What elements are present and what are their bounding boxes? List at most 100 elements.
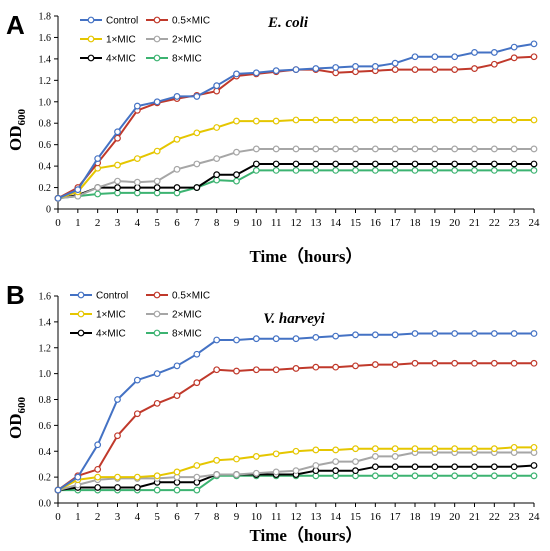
- data-point: [252, 160, 260, 168]
- data-point: [530, 160, 538, 168]
- legend-label: 2×MIC: [172, 35, 202, 46]
- data-point: [530, 166, 538, 174]
- x-tick-label: 10: [251, 217, 263, 229]
- data-point: [471, 330, 478, 337]
- x-tick-label: 20: [449, 511, 461, 523]
- data-point: [371, 453, 379, 460]
- y-tick-label: 1.4: [39, 317, 52, 328]
- data-point: [431, 445, 439, 453]
- legend-swatch-marker: [87, 54, 95, 62]
- y-tick-label: 0.2: [39, 473, 52, 484]
- data-point: [74, 473, 82, 481]
- data-point: [213, 124, 221, 131]
- data-point: [391, 145, 399, 153]
- data-point: [332, 160, 340, 168]
- x-tick-label: 17: [390, 217, 402, 229]
- data-point: [133, 102, 141, 110]
- data-point: [371, 361, 379, 368]
- panel-label: A: [6, 10, 25, 40]
- data-point: [490, 60, 498, 68]
- data-point: [133, 473, 141, 481]
- data-point: [114, 134, 121, 142]
- legend-label: 0.5×MIC: [172, 16, 210, 27]
- x-tick-label: 4: [135, 217, 141, 229]
- data-point: [490, 145, 498, 153]
- data-point: [332, 332, 340, 340]
- legend-swatch-marker: [87, 16, 95, 24]
- data-point: [431, 160, 439, 168]
- data-point: [233, 117, 240, 125]
- data-point: [510, 43, 518, 51]
- data-point: [510, 160, 518, 168]
- data-point: [431, 472, 439, 480]
- data-point: [153, 184, 161, 191]
- data-point: [193, 160, 201, 168]
- data-point: [352, 145, 359, 153]
- data-point: [391, 463, 399, 471]
- legend: Control 0.5×MIC 1×MIC 2×MIC 4×MIC 8×MIC: [70, 291, 210, 340]
- data-point: [292, 160, 300, 168]
- data-point: [153, 486, 161, 494]
- x-tick-label: 11: [271, 511, 282, 523]
- x-tick-label: 18: [410, 511, 422, 523]
- data-point: [391, 116, 399, 124]
- x-tick-label: 0: [55, 217, 61, 229]
- legend-swatch-marker: [153, 329, 161, 337]
- data-point: [193, 129, 201, 137]
- x-tick-label: 23: [509, 511, 521, 523]
- legend-swatch-marker: [77, 310, 85, 318]
- x-tick-label: 2: [95, 511, 101, 523]
- x-tick-label: 16: [370, 217, 382, 229]
- legend-label: 4×MIC: [106, 54, 136, 65]
- data-point: [352, 362, 359, 370]
- data-point: [530, 462, 538, 469]
- x-tick-label: 20: [449, 217, 461, 229]
- y-tick-label: 0: [46, 205, 51, 216]
- data-point: [272, 117, 280, 125]
- data-point: [530, 472, 538, 480]
- data-point: [233, 455, 240, 463]
- data-point: [114, 177, 121, 185]
- data-point: [471, 65, 478, 72]
- data-point: [451, 66, 459, 74]
- data-point: [312, 446, 320, 454]
- data-point: [94, 441, 102, 449]
- legend-swatch-marker: [77, 291, 85, 299]
- data-point: [431, 330, 439, 337]
- x-tick-label: 8: [214, 217, 220, 229]
- data-point: [252, 117, 260, 125]
- data-point: [233, 471, 240, 478]
- x-tick-label: 21: [469, 511, 480, 523]
- data-point: [252, 166, 260, 174]
- x-tick-label: 15: [350, 217, 362, 229]
- data-point: [94, 465, 102, 473]
- x-tick-label: 22: [489, 511, 500, 523]
- data-point: [391, 361, 399, 368]
- data-point: [292, 335, 300, 343]
- data-point: [94, 184, 102, 191]
- data-point: [510, 463, 518, 471]
- x-tick-label: 0: [55, 511, 61, 523]
- data-point: [371, 166, 379, 174]
- legend-swatch-marker: [77, 329, 85, 337]
- data-point: [352, 68, 359, 76]
- data-point: [213, 155, 221, 163]
- data-point: [471, 116, 478, 124]
- data-point: [252, 145, 260, 153]
- data-point: [133, 376, 141, 384]
- data-point: [510, 472, 518, 480]
- data-point: [272, 335, 280, 343]
- x-tick-label: 24: [529, 511, 541, 523]
- data-point: [530, 443, 538, 451]
- data-point: [213, 176, 221, 184]
- x-tick-label: 5: [154, 511, 160, 523]
- data-point: [233, 367, 240, 375]
- data-point: [213, 171, 221, 179]
- data-point: [431, 145, 439, 153]
- legend-swatch-marker: [153, 54, 161, 62]
- x-tick-label: 9: [234, 511, 240, 523]
- series-line: [57, 55, 535, 200]
- data-point: [312, 334, 320, 341]
- data-point: [451, 53, 459, 61]
- data-point: [490, 160, 498, 168]
